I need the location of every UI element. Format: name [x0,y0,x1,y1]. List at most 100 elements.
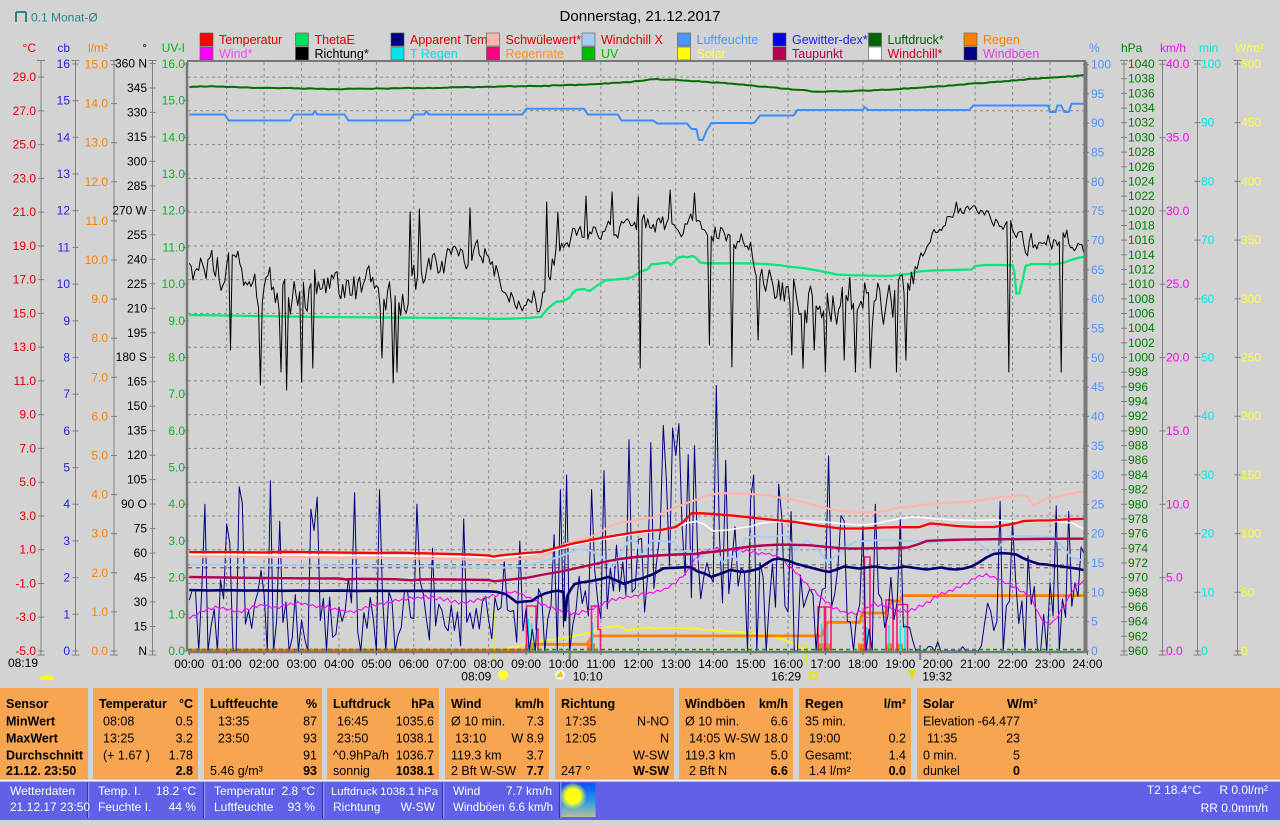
svg-text:119.3 km: 119.3 km [685,749,736,763]
svg-text:-3.0: -3.0 [15,610,36,624]
svg-text:5: 5 [63,461,70,475]
svg-text:0.0: 0.0 [91,644,108,658]
svg-text:120: 120 [127,448,147,462]
svg-text:1016: 1016 [1128,233,1155,247]
svg-text:Sensor: Sensor [6,697,49,711]
svg-text:91: 91 [303,749,317,763]
svg-text:50: 50 [1241,585,1255,599]
svg-text:0.0: 0.0 [1166,644,1183,658]
svg-text:3: 3 [63,534,70,548]
svg-text:21.12.17 23:50: 21.12.17 23:50 [10,800,90,814]
svg-text:5: 5 [1091,615,1098,629]
svg-text:08:09: 08:09 [461,670,491,684]
svg-text:7: 7 [63,387,70,401]
svg-text:Richtung: Richtung [561,697,615,711]
svg-text:1.78: 1.78 [169,749,193,763]
svg-text:W/m²: W/m² [1235,41,1264,55]
svg-text:2: 2 [63,571,70,585]
svg-text:UV-I: UV-I [162,41,185,55]
svg-text:-1.0: -1.0 [15,577,36,591]
svg-text:5.46 g/m³: 5.46 g/m³ [210,764,263,778]
svg-text:1.4: 1.4 [889,749,906,763]
svg-text:992: 992 [1128,409,1148,423]
svg-text:hPa: hPa [411,697,435,711]
svg-text:Feuchte I.: Feuchte I. [98,800,151,814]
svg-text:964: 964 [1128,615,1148,629]
svg-text:100: 100 [1241,527,1261,541]
svg-text:13.0: 13.0 [162,167,186,181]
svg-text:4.0: 4.0 [91,488,108,502]
svg-text:N-NO: N-NO [637,715,669,729]
svg-text:Temperatur: Temperatur [214,784,275,798]
svg-text:Durchschnitt: Durchschnitt [6,749,84,763]
svg-text:08:08: 08:08 [103,715,134,729]
svg-text:Temperatur: Temperatur [99,697,167,711]
svg-text:0: 0 [1241,644,1248,658]
svg-text:988: 988 [1128,439,1148,453]
svg-text:0.0: 0.0 [168,644,185,658]
svg-text:Apparent Tem: Apparent Tem [410,33,488,47]
svg-text:350: 350 [1241,233,1261,247]
svg-text:Solar: Solar [697,47,726,61]
svg-text:1004: 1004 [1128,321,1155,335]
svg-text:15: 15 [57,94,71,108]
svg-text:N: N [138,644,147,658]
svg-text:80: 80 [1091,175,1105,189]
svg-text:W/m²: W/m² [1007,697,1038,711]
svg-text:60: 60 [1201,292,1215,306]
svg-text:225: 225 [127,277,147,291]
svg-text:Taupunkt: Taupunkt [792,47,843,61]
svg-text:962: 962 [1128,629,1148,643]
svg-text:l/m²: l/m² [88,41,108,55]
svg-text:10: 10 [57,277,71,291]
svg-text:23.0: 23.0 [13,171,37,185]
svg-text:970: 970 [1128,571,1148,585]
svg-text:21:00: 21:00 [960,657,990,671]
svg-text:75: 75 [134,522,148,536]
svg-text:984: 984 [1128,468,1148,482]
svg-text:40: 40 [1091,409,1105,423]
svg-text:18:00: 18:00 [848,657,878,671]
svg-text:14: 14 [57,130,71,144]
svg-text:255: 255 [127,228,147,242]
svg-text:Windböen: Windböen [685,697,745,711]
svg-text:W-SW: W-SW [633,764,669,778]
svg-text:45: 45 [134,571,148,585]
svg-text:Regenrate: Regenrate [506,47,564,61]
svg-text:Luftfeuchte: Luftfeuchte [210,697,278,711]
svg-text:1020: 1020 [1128,204,1155,218]
svg-text:16:00: 16:00 [773,657,803,671]
svg-text:360 N: 360 N [115,57,147,71]
svg-text:1002: 1002 [1128,336,1155,350]
svg-text:min: min [1199,41,1218,55]
svg-text:Donnerstag, 21.12.2017: Donnerstag, 21.12.2017 [560,8,721,25]
svg-text:30: 30 [134,595,148,609]
svg-text:Regen: Regen [983,33,1020,47]
svg-text:10.0: 10.0 [85,253,109,267]
svg-text:7.7 km/h: 7.7 km/h [506,784,552,798]
svg-text:210: 210 [127,301,147,315]
svg-text:l/m²: l/m² [884,697,906,711]
svg-text:0.2: 0.2 [889,732,906,746]
svg-text:93: 93 [303,732,317,746]
svg-text:-5.0: -5.0 [15,644,36,658]
svg-text:04:00: 04:00 [324,657,354,671]
svg-text:90: 90 [1201,116,1215,130]
svg-text:50: 50 [1201,351,1215,365]
svg-text:10:10: 10:10 [573,670,603,684]
svg-text:960: 960 [1128,644,1148,658]
svg-text:976: 976 [1128,527,1148,541]
svg-text:70: 70 [1201,233,1215,247]
svg-text:150: 150 [127,399,147,413]
svg-text:13:35: 13:35 [218,715,249,729]
svg-text:1.0: 1.0 [168,607,185,621]
svg-text:11: 11 [58,240,71,254]
svg-text:21.0: 21.0 [13,205,37,219]
svg-text:15: 15 [134,620,148,634]
svg-text:Wind*: Wind* [219,47,252,61]
svg-text:15.0: 15.0 [162,94,186,108]
svg-text:2 Bft W-SW: 2 Bft W-SW [451,764,516,778]
svg-text:Gesamt:: Gesamt: [805,749,852,763]
svg-text:17:00: 17:00 [810,657,840,671]
svg-text:1038.1 hPa: 1038.1 hPa [380,786,439,798]
